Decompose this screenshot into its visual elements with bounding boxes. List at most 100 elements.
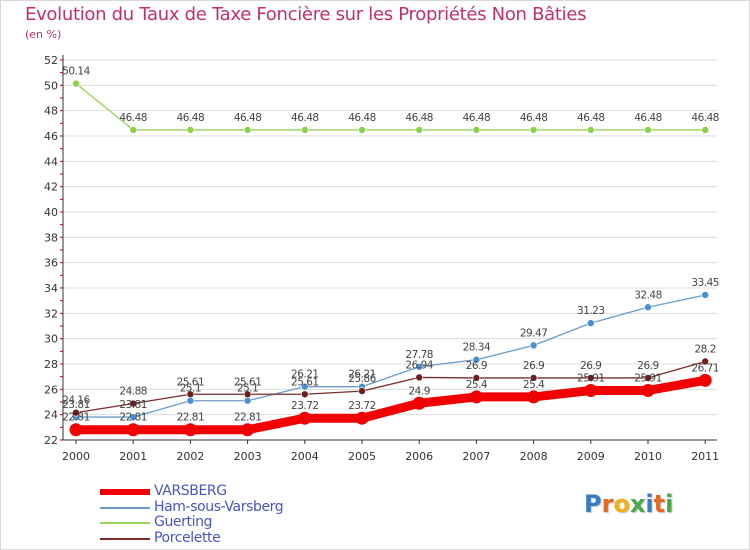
legend-item-varsberg[interactable]: VARSBERG (100, 483, 400, 500)
data-point (701, 357, 710, 366)
data-point (358, 126, 366, 134)
data-point (701, 126, 710, 134)
legend-swatch-varsberg (100, 489, 150, 495)
data-label: 24.88 (119, 386, 147, 398)
data-label: 46.48 (463, 112, 491, 124)
data-point (129, 399, 137, 408)
data-label: 28.34 (463, 342, 491, 354)
y-tick-label: 38 (44, 231, 58, 244)
axes: 22 24 26 28 30 32 34 36 38 40 42 44 46 48 50 52 2000 2001… (44, 54, 719, 463)
legend-swatch-guerting (100, 522, 150, 524)
data-point (300, 382, 309, 391)
y-tick-label: 50 (44, 79, 58, 92)
data-point (241, 423, 255, 437)
data-point (243, 390, 252, 399)
data-labels: 22.81 22.81 22.81 22.81 23.72 23.72 24.9 25.4 25… (62, 66, 719, 424)
data-point (183, 423, 197, 437)
proxiti-logo[interactable]: Proxiti (584, 490, 673, 518)
series-line (75, 294, 706, 418)
x-tick-label: 2000 (62, 450, 90, 463)
data-label: 29.47 (520, 327, 548, 339)
series-line (71, 375, 710, 435)
data-label: 23.81 (119, 399, 147, 411)
data-label: 25.61 (177, 376, 205, 388)
data-point (126, 423, 140, 437)
data-point (472, 126, 481, 134)
logo-letter-t: t (653, 490, 666, 518)
data-point (586, 319, 595, 327)
y-tick-label: 48 (44, 105, 58, 118)
data-label: 32.48 (634, 289, 662, 301)
data-point (300, 390, 309, 399)
data-point (298, 411, 312, 425)
y-tick-label: 30 (44, 333, 58, 346)
data-label: 26.9 (637, 360, 658, 372)
data-point (186, 390, 195, 399)
data-point (415, 126, 424, 134)
data-label: 28.2 (695, 343, 716, 355)
data-label: 25.61 (291, 376, 319, 388)
x-tick-label: 2004 (291, 450, 319, 463)
data-label: 26.9 (580, 360, 601, 372)
data-label: 23.72 (348, 400, 376, 412)
legend-swatch-ham-sous-varsberg (100, 507, 150, 509)
data-point (644, 126, 652, 134)
data-label: 25.1 (237, 383, 258, 395)
data-point (72, 408, 80, 417)
y-tick-label: 42 (44, 181, 58, 194)
x-tick-label: 2009 (577, 450, 605, 463)
legend-item-ham-sous-varsberg[interactable]: Ham-sous-Varsberg (100, 499, 400, 516)
data-point (186, 396, 195, 405)
data-point (584, 383, 598, 397)
data-point (129, 126, 137, 134)
data-label: 26.21 (291, 369, 319, 381)
data-label: 46.48 (405, 112, 433, 124)
data-label: 25.61 (234, 376, 262, 388)
data-label: 46.48 (577, 112, 605, 124)
data-label: 23.72 (291, 400, 319, 412)
data-label: 27.78 (405, 349, 433, 361)
data-label: 25.91 (634, 372, 662, 384)
y-tick-label: 28 (44, 358, 58, 371)
y-tick-label: 22 (44, 434, 58, 447)
data-point (529, 126, 538, 134)
data-label: 26.94 (405, 359, 433, 371)
data-point (129, 413, 137, 421)
x-tick-label: 2007 (462, 450, 490, 463)
data-point (586, 126, 595, 134)
y-tick-label: 46 (44, 130, 58, 143)
chart-title: Evolution du Taux de Taxe Foncière sur l… (25, 4, 587, 25)
y-tick-label: 52 (44, 54, 58, 67)
data-point (469, 390, 483, 404)
data-point (186, 126, 195, 134)
x-tick-label: 2001 (119, 450, 147, 463)
y-tick-label: 36 (44, 257, 58, 270)
series-guerting (72, 79, 710, 134)
data-label: 24.16 (62, 395, 90, 407)
data-label: 46.48 (119, 112, 147, 124)
data-label: 25.4 (523, 379, 545, 391)
data-label: 25.1 (180, 383, 201, 395)
data-label: 22.81 (119, 412, 147, 424)
data-label: 26.9 (466, 360, 487, 372)
series-layer (69, 79, 712, 437)
data-label: 46.48 (348, 112, 376, 124)
logo-letter-i2: i (665, 490, 674, 518)
data-label: 46.48 (291, 112, 319, 124)
data-label: 25.4 (466, 379, 488, 391)
legend-item-porcelette[interactable]: Porcelette (100, 530, 400, 547)
data-label: 50.14 (62, 66, 90, 78)
data-label: 46.48 (177, 112, 205, 124)
legend-item-guerting[interactable]: Guerting (100, 514, 400, 531)
series-porcelette (72, 357, 710, 417)
data-label: 31.23 (577, 305, 605, 317)
data-point (300, 126, 309, 134)
data-point (415, 362, 424, 371)
data-label: 26.71 (691, 362, 719, 374)
x-tick-label: 2011 (691, 450, 719, 463)
data-label: 25.91 (577, 372, 605, 384)
data-label: 22.81 (62, 412, 90, 424)
legend-label-ham-sous-varsberg: Ham-sous-Varsberg (154, 499, 284, 515)
data-point (644, 374, 652, 382)
